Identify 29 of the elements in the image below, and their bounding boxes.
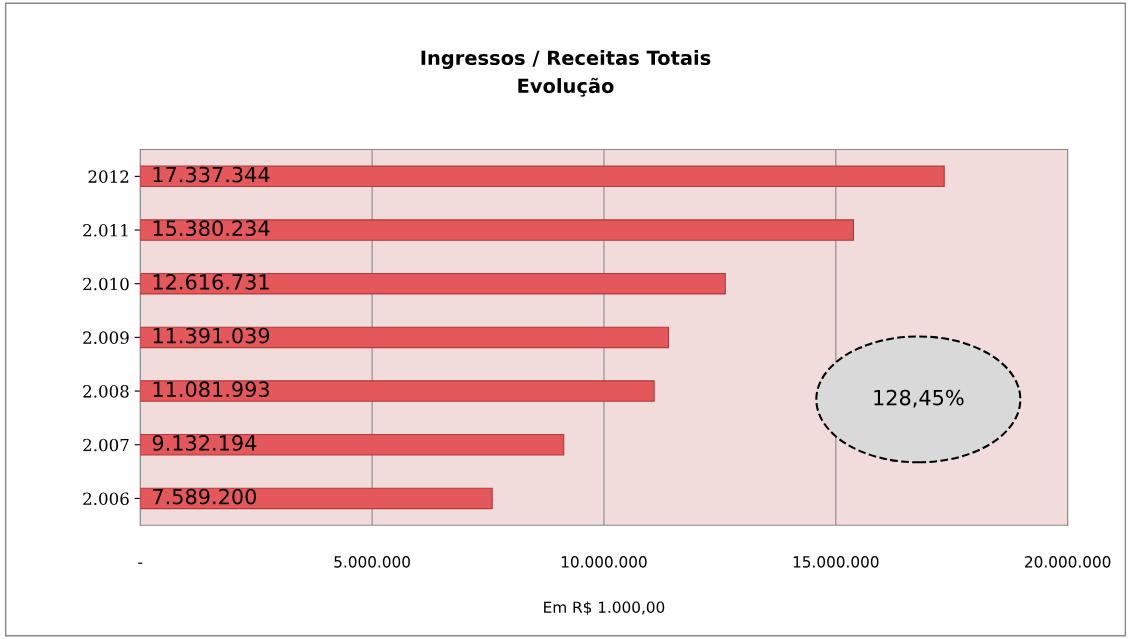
x-tick-label: 15.000.000 <box>793 556 879 568</box>
data-label: 11.081.993 <box>153 381 269 398</box>
bar <box>140 219 854 241</box>
bar <box>140 380 655 402</box>
y-tick-label: 2.011 <box>83 224 128 237</box>
data-label: 7.589.200 <box>153 488 257 505</box>
data-label: 15.380.234 <box>153 220 270 237</box>
x-tick-label: 20.000.000 <box>1025 556 1111 568</box>
data-label: 11.391.039 <box>153 327 270 344</box>
y-tick-label: 2.010 <box>83 277 129 291</box>
y-tick-label: 2.007 <box>83 438 129 452</box>
y-tick-label: 2012 <box>88 170 129 183</box>
data-label: 9.132.194 <box>152 435 257 451</box>
bar <box>140 326 670 349</box>
bar <box>140 487 493 510</box>
data-label: 12.616.731 <box>153 274 269 290</box>
x-tick-label: - <box>138 562 143 564</box>
x-tick-label: 5.000.000 <box>334 556 410 568</box>
y-tick-label: 2.006 <box>83 492 129 505</box>
x-tick-label: 10.000.000 <box>561 556 647 568</box>
x-axis-title: Em R$ 1.000,00 <box>544 601 665 616</box>
bar <box>140 272 726 295</box>
annotation: 128,45% <box>874 389 964 408</box>
bar <box>140 165 945 188</box>
data-label: 17.337.344 <box>153 166 270 183</box>
chart-title: Ingressos / Receitas Totais Evolução <box>421 50 711 97</box>
bar <box>140 433 565 456</box>
y-tick-label: 2.008 <box>83 385 129 398</box>
y-tick-label: 2.009 <box>83 331 129 344</box>
